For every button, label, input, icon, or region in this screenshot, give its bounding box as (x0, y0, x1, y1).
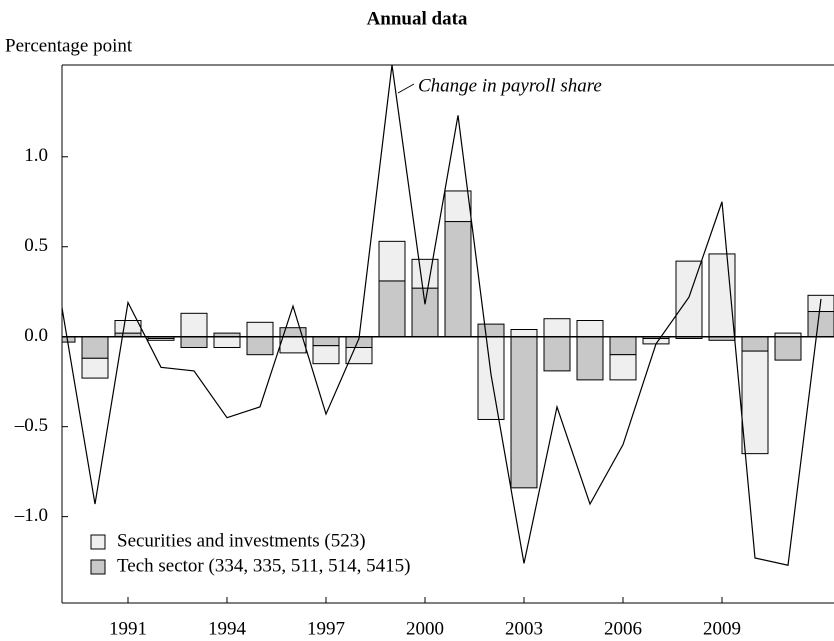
bar (213, 336, 241, 348)
bar (378, 280, 406, 338)
bar (807, 311, 834, 338)
annotation-leader (397, 83, 415, 94)
x-tick-label: 2003 (505, 618, 543, 639)
bar (411, 258, 439, 289)
legend-label: Tech sector (334, 335, 511, 514, 5415) (117, 555, 410, 576)
bar (477, 336, 505, 420)
x-tick-label: 1991 (109, 618, 147, 639)
x-tick-label: 2009 (703, 618, 741, 639)
x-tick-label: 2000 (406, 618, 444, 639)
line-series (62, 64, 822, 566)
legend-swatch (90, 559, 106, 575)
y-tick-label: 0.0 (24, 325, 48, 346)
bar (81, 336, 109, 359)
x-tick-label: 1994 (208, 618, 247, 639)
bar (609, 354, 637, 381)
bar (378, 240, 406, 282)
x-tick-label: 1997 (307, 618, 345, 639)
bar (180, 336, 208, 348)
x-tick-label: 2006 (604, 618, 642, 639)
bar (62, 336, 76, 343)
bar (444, 221, 472, 338)
bar (279, 336, 307, 354)
plot-area (62, 64, 834, 566)
bar (774, 336, 802, 361)
bar (576, 320, 604, 338)
bar (510, 336, 538, 489)
bar (576, 336, 604, 381)
bar (81, 357, 109, 379)
bar (543, 336, 571, 372)
bar (543, 318, 571, 338)
bar (477, 323, 505, 338)
line-annotation: Change in payroll share (418, 75, 602, 96)
bar (609, 336, 637, 356)
bar (312, 345, 340, 365)
bar (345, 346, 373, 365)
y-axis-label: Percentage point (5, 35, 133, 56)
legend-label: Securities and investments (523) (117, 530, 366, 551)
y-tick-label: 1.0 (24, 145, 48, 166)
bar (741, 350, 769, 455)
bar (411, 287, 439, 338)
bar (180, 312, 208, 338)
bar (147, 337, 175, 341)
bar (510, 329, 538, 338)
bar (246, 321, 274, 338)
y-tick-label: 0.5 (24, 235, 48, 256)
y-tick-label: –1.0 (14, 505, 48, 526)
bar (444, 190, 472, 223)
bar (312, 336, 340, 347)
bar (246, 336, 274, 356)
bar (114, 320, 142, 334)
bar (741, 336, 769, 352)
legend-swatch (90, 534, 106, 550)
y-tick-label: –0.5 (14, 415, 48, 436)
chart-title: Annual data (367, 8, 468, 29)
